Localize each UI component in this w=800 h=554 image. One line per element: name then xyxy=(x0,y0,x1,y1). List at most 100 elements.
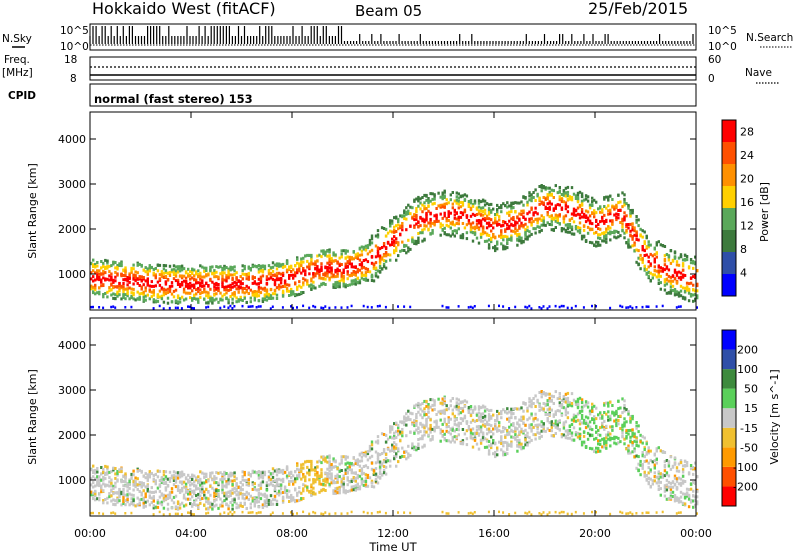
power-echo-cell xyxy=(221,271,224,275)
velocity-echo-cell xyxy=(213,488,216,492)
power-echo-cell xyxy=(623,193,626,197)
power-echo-cell xyxy=(483,203,487,207)
velocity-echo-cell xyxy=(475,442,479,446)
power-echo-cell xyxy=(649,262,652,266)
velocity-echo-cell xyxy=(451,438,454,442)
power-echo-cell xyxy=(112,292,115,296)
velocity-echo-cell xyxy=(285,493,289,496)
velocity-echo-cell xyxy=(328,463,331,467)
velocity-echo-cell xyxy=(102,467,105,471)
power-echo-cell xyxy=(483,199,487,203)
power-echo-cell xyxy=(391,243,394,246)
power-echo-cell xyxy=(546,193,549,197)
velocity-echo-cell xyxy=(207,479,210,483)
power-echo-cell xyxy=(199,277,202,281)
power-echo-cell xyxy=(142,290,145,294)
velocity-echo-cell xyxy=(229,479,232,483)
velocity-echo-cell xyxy=(451,436,454,439)
power-echo-cell xyxy=(492,207,495,211)
velocity-echo-cell xyxy=(397,460,400,464)
power-echo-cell xyxy=(641,245,644,248)
velocity-echo-cell xyxy=(100,490,103,494)
power-echo-cell xyxy=(494,247,497,251)
velocity-echo-cell xyxy=(116,491,119,495)
power-echo-cell xyxy=(215,265,218,269)
velocity-echo-cell xyxy=(128,483,131,487)
velocity-echo-cell xyxy=(241,478,244,482)
power-echo-cell xyxy=(189,286,192,290)
power-echo-cell xyxy=(263,264,267,268)
velocity-echo-cell xyxy=(120,470,123,474)
velocity-echo-cell xyxy=(435,413,438,416)
velocity-echo-cell xyxy=(425,404,428,408)
power-echo-cell xyxy=(384,250,388,254)
power-echo-cell xyxy=(178,269,182,273)
power-echo-cell xyxy=(338,282,341,286)
power-echo-cell xyxy=(397,220,400,224)
power-echo-cell xyxy=(467,306,470,309)
velocity-echo-cell xyxy=(427,410,430,414)
power-echo-cell xyxy=(205,269,208,272)
velocity-echo-cell xyxy=(269,472,273,476)
power-echo-cell xyxy=(635,248,638,252)
power-echo-cell xyxy=(576,225,580,229)
power-echo-cell xyxy=(554,206,557,210)
nsky-label: N.Sky xyxy=(2,33,32,45)
power-echo-cell xyxy=(251,277,254,281)
power-echo-cell xyxy=(340,263,343,266)
power-echo-cell xyxy=(401,225,404,228)
velocity-echo-cell xyxy=(144,492,147,496)
velocity-echo-cell xyxy=(397,448,400,452)
power-echo-cell xyxy=(370,279,374,282)
power-echo-cell xyxy=(689,294,693,298)
velocity-echo-cell xyxy=(487,449,491,453)
velocity-echo-cell xyxy=(199,480,202,484)
power-echo-cell xyxy=(122,287,125,291)
power-echo-cell xyxy=(338,269,341,273)
power-echo-cell xyxy=(170,284,174,288)
power-echo-cell xyxy=(607,198,610,202)
power-echo-cell xyxy=(221,274,224,278)
power-echo-cell xyxy=(401,214,404,218)
power-echo-cell xyxy=(126,287,129,291)
power-echo-cell xyxy=(603,196,606,200)
power-echo-cell xyxy=(506,205,509,209)
velocity-echo-cell xyxy=(211,486,214,490)
velocity-echo-cell xyxy=(102,482,105,486)
power-echo-cell xyxy=(162,276,166,279)
power-echo-cell xyxy=(461,201,465,204)
velocity-echo-cell xyxy=(223,491,226,495)
power-echo-cell xyxy=(203,275,206,279)
power-echo-cell xyxy=(459,200,463,204)
velocity-echo-cell xyxy=(118,499,121,503)
power-echo-cell xyxy=(189,274,192,278)
power-echo-cell xyxy=(176,296,180,300)
power-echo-cell xyxy=(320,283,323,287)
velocity-echo-cell xyxy=(481,419,485,423)
power-echo-cell xyxy=(441,195,444,199)
power-echo-cell xyxy=(223,266,226,270)
velocity-echo-cell xyxy=(376,460,380,464)
power-echo-cell xyxy=(322,273,325,277)
power-echo-cell xyxy=(471,203,475,207)
velocity-echo-cell xyxy=(401,434,404,438)
velocity-echo-cell xyxy=(328,456,331,460)
velocity-echo-cell xyxy=(290,497,293,501)
velocity-echo-cell xyxy=(324,456,327,460)
velocity-echo-cell xyxy=(405,412,408,416)
power-echo-cell xyxy=(417,225,420,229)
power-echo-cell xyxy=(227,288,230,292)
power-echo-cell xyxy=(500,230,503,234)
power-echo-cell xyxy=(267,272,271,276)
power-echo-cell xyxy=(641,305,644,309)
velocity-echo-cell xyxy=(481,416,485,419)
power-echo-cell xyxy=(669,249,673,253)
power-echo-cell xyxy=(308,267,311,271)
velocity-echo-cell xyxy=(494,441,497,445)
power-echo-cell xyxy=(393,225,396,229)
velocity-echo-cell xyxy=(310,489,313,493)
velocity-echo-cell xyxy=(500,440,503,444)
power-echo-cell xyxy=(330,266,333,270)
power-echo-cell xyxy=(502,305,505,308)
